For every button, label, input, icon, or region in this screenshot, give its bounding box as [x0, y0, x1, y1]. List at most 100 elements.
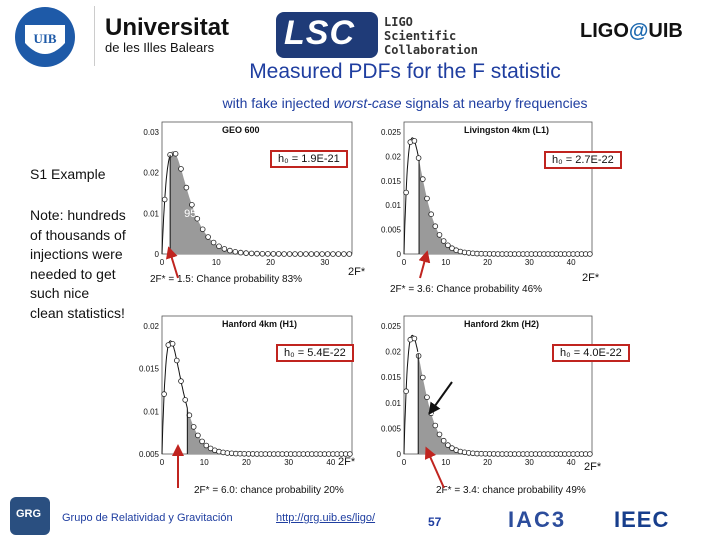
pdf-curve-left — [161, 156, 171, 255]
x-tick-label: 10 — [441, 458, 450, 467]
y-tick-label: 0 — [155, 250, 160, 259]
twof-label-geo600: 2F* — [348, 266, 366, 278]
twof-label-h2: 2F* — [584, 461, 602, 473]
ligo-uib-ligo: LIGO — [580, 20, 629, 42]
h0-box-geo600: h₀ = 1.9E-21 — [270, 150, 348, 168]
uib-logo: UIB — [15, 7, 75, 67]
x-tick-label: 20 — [483, 258, 492, 267]
data-point — [347, 451, 353, 457]
data-point — [161, 196, 168, 203]
lsc-word-scientific: Scientific — [384, 29, 457, 43]
y-tick-label: 0.015 — [381, 373, 402, 382]
data-point — [292, 251, 298, 257]
x-tick-label: 0 — [402, 258, 407, 267]
h0-box-h1: h₀ = 5.4E-22 — [276, 344, 354, 362]
uib-badge-text: UIB — [33, 31, 56, 46]
data-point — [587, 451, 593, 457]
lsc-logo-text: LSC — [284, 14, 355, 52]
y-tick-label: 0.01 — [385, 399, 401, 408]
data-point — [189, 202, 195, 208]
grg-logo-text: GRG — [16, 508, 42, 520]
subtitle-part-3: signals at nearby frequencies — [401, 95, 588, 111]
university-subtitle: de les Illes Balears — [105, 40, 215, 55]
data-point — [313, 251, 320, 257]
data-point — [319, 251, 325, 257]
x-tick-label: 20 — [266, 258, 275, 267]
data-point — [275, 251, 282, 257]
data-point — [178, 166, 184, 172]
plot-livingston-l1: Livingston 4km (L1) 0.025 0.02 0.015 0.01 0.0… — [376, 118, 598, 268]
data-point — [194, 215, 201, 222]
twof-arrow-h2 — [424, 446, 445, 489]
y-tick-label: 0.025 — [381, 322, 402, 331]
data-point — [445, 242, 451, 249]
detector-name: GEO 600 — [222, 125, 260, 135]
x-tick-label: 0 — [402, 458, 407, 467]
ligo-link[interactable]: http://grg.uib.es/ligo/ — [276, 512, 376, 524]
data-point — [169, 340, 176, 347]
x-tick-label: 10 — [441, 258, 450, 267]
data-point — [432, 223, 439, 229]
grg-logo — [10, 497, 50, 535]
data-point — [195, 432, 201, 439]
pointer-arrow-h2 — [428, 381, 453, 415]
x-tick-label: 20 — [483, 458, 492, 467]
caption-h2: 2F* = 3.4: chance probability 49% — [436, 485, 586, 496]
x-tick-label: 0 — [160, 458, 165, 467]
x-tick-label: 30 — [525, 458, 534, 467]
data-point — [428, 211, 434, 217]
data-point — [411, 138, 418, 144]
plot-hanford-h2: Hanford 2km (H2) 0.025 0.02 0.015 0.01 0.005 0… — [376, 312, 598, 468]
data-point — [335, 251, 342, 257]
data-point — [303, 251, 309, 257]
data-point — [432, 422, 439, 429]
data-point — [324, 251, 331, 257]
caption-l1: 2F* = 3.6: Chance probability 46% — [390, 284, 543, 295]
data-point — [330, 251, 336, 257]
y-tick-label: 0.01 — [385, 201, 401, 210]
lsc-word-ligo: LIGO — [384, 15, 413, 29]
data-point — [341, 251, 347, 257]
data-point — [243, 250, 249, 256]
data-point — [203, 442, 210, 449]
x-tick-label: 10 — [212, 258, 221, 267]
y-tick-label: 0 — [397, 250, 402, 259]
data-point — [440, 437, 447, 444]
shaded-region — [418, 353, 592, 454]
caption-h1: 2F* = 6.0: chance probability 20% — [194, 485, 344, 496]
note-text: Note: hundreds of thousands of injection… — [30, 207, 126, 321]
y-tick-label: 0.005 — [139, 450, 160, 459]
shaded-region — [419, 160, 592, 254]
data-point — [419, 176, 426, 182]
percent-label: 95% — [433, 208, 455, 220]
group-name: Grupo de Relatividad y Gravitación — [62, 512, 233, 524]
data-point — [237, 249, 244, 256]
data-point — [265, 251, 271, 257]
data-point — [308, 251, 315, 257]
data-point — [424, 195, 430, 202]
data-point — [199, 438, 205, 445]
x-tick-label: 30 — [284, 458, 293, 467]
y-tick-label: 0.015 — [381, 177, 402, 186]
pdf-curve-left — [403, 137, 420, 255]
data-point — [403, 189, 409, 196]
percent-label: 95% — [201, 406, 223, 418]
data-point — [216, 243, 222, 250]
percent-label: 95% — [184, 208, 206, 220]
example-label: S1 Example — [30, 166, 106, 182]
data-point — [440, 238, 447, 244]
x-tick-label: 20 — [242, 458, 251, 467]
header-divider — [94, 6, 95, 66]
ligo-uib-uib: UIB — [648, 20, 683, 42]
data-point — [199, 226, 206, 233]
data-point — [190, 424, 197, 430]
twof-arrow-l1 — [418, 250, 431, 279]
x-tick-label: 30 — [320, 258, 329, 267]
data-point — [297, 251, 304, 257]
slide-subtitle: with fake injected worst-case signals at… — [0, 95, 720, 111]
iac3-logo: IAC3 — [508, 507, 567, 532]
slide-title: Measured PDFs for the F statistic — [249, 60, 561, 83]
data-point — [183, 184, 190, 191]
data-point — [281, 251, 287, 257]
x-tick-label: 40 — [326, 458, 335, 467]
